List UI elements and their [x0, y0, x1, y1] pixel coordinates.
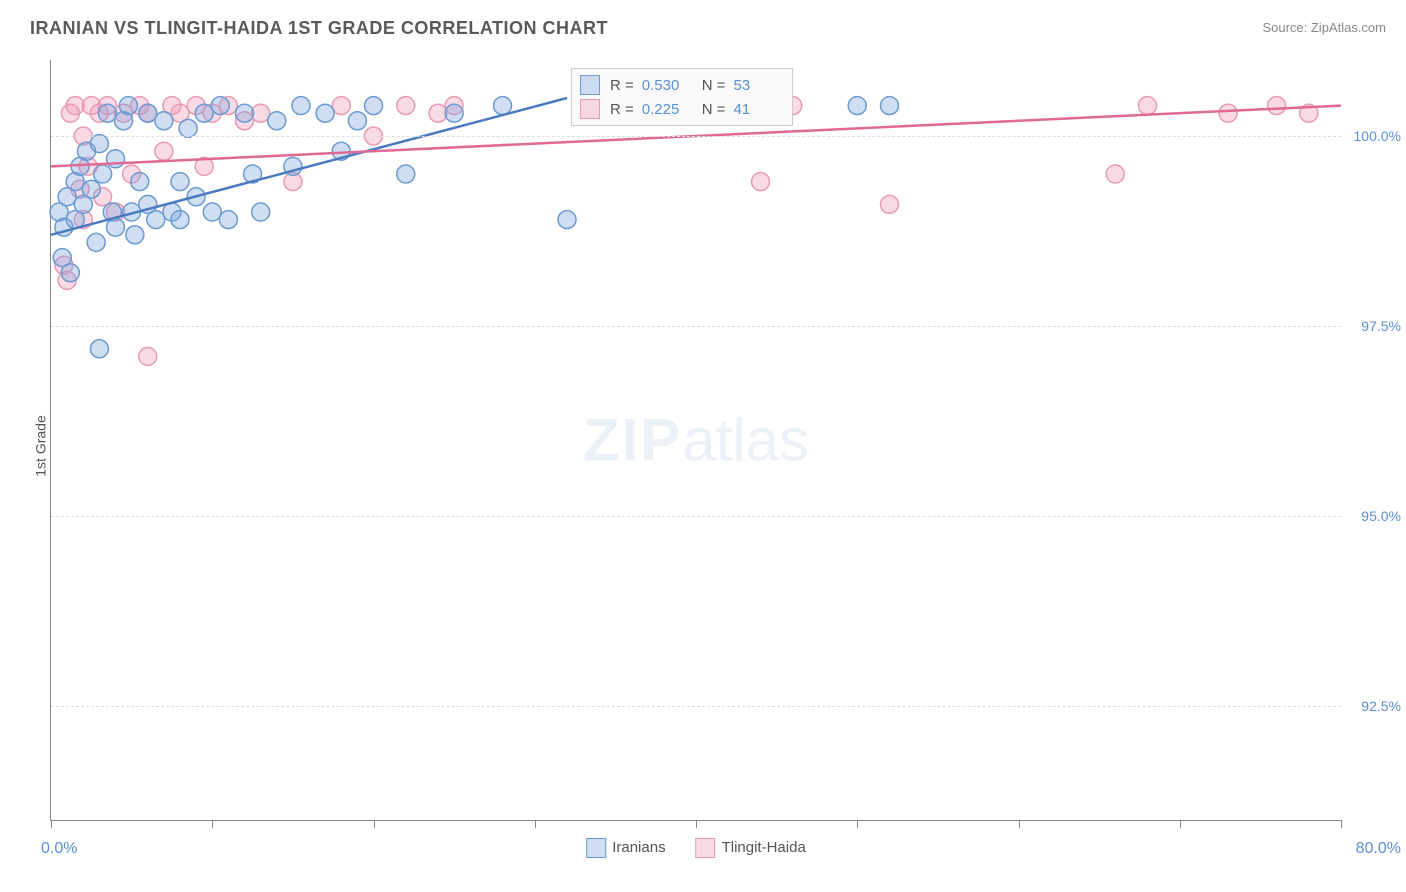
- n-value-a: 53: [734, 77, 784, 94]
- source-attribution: Source: ZipAtlas.com: [1262, 20, 1386, 35]
- legend-swatch-b: [696, 838, 716, 858]
- data-point: [98, 104, 116, 122]
- n-label-b: N =: [702, 101, 726, 118]
- x-tick: [1180, 820, 1181, 828]
- y-tick-label: 95.0%: [1361, 508, 1401, 524]
- data-point: [179, 119, 197, 137]
- r-value-b: 0.225: [642, 101, 692, 118]
- legend-label-b: Tlingit-Haida: [722, 839, 806, 856]
- gridline: [51, 326, 1341, 327]
- data-point: [87, 233, 105, 251]
- data-point: [171, 173, 189, 191]
- y-tick-label: 92.5%: [1361, 698, 1401, 714]
- x-tick: [535, 820, 536, 828]
- data-point: [1268, 97, 1286, 115]
- stats-swatch-b: [580, 99, 600, 119]
- gridline: [51, 706, 1341, 707]
- stats-row-b: R = 0.225 N = 41: [580, 97, 784, 121]
- data-point: [107, 150, 125, 168]
- stats-swatch-a: [580, 75, 600, 95]
- data-point: [236, 104, 254, 122]
- data-point: [332, 97, 350, 115]
- data-point: [139, 104, 157, 122]
- chart-title: IRANIAN VS TLINGIT-HAIDA 1ST GRADE CORRE…: [30, 18, 608, 39]
- legend-swatch-a: [586, 838, 606, 858]
- data-point: [316, 104, 334, 122]
- data-point: [94, 165, 112, 183]
- x-tick: [857, 820, 858, 828]
- r-label-a: R =: [610, 77, 634, 94]
- data-point: [107, 218, 125, 236]
- data-point: [445, 104, 463, 122]
- y-tick-label: 97.5%: [1361, 318, 1401, 334]
- legend-label-a: Iranians: [612, 839, 665, 856]
- data-point: [139, 347, 157, 365]
- data-point: [1219, 104, 1237, 122]
- correlation-stats-box: R = 0.530 N = 53 R = 0.225 N = 41: [571, 68, 793, 126]
- data-point: [494, 97, 512, 115]
- source-name: ZipAtlas.com: [1311, 20, 1386, 35]
- legend-item-b: Tlingit-Haida: [696, 838, 806, 858]
- data-point: [252, 104, 270, 122]
- data-point: [211, 97, 229, 115]
- data-point: [131, 173, 149, 191]
- data-point: [848, 97, 866, 115]
- chart-plot-area: ZIPatlas R = 0.530 N = 53 R = 0.225 N = …: [50, 60, 1341, 821]
- data-point: [252, 203, 270, 221]
- stats-row-a: R = 0.530 N = 53: [580, 73, 784, 97]
- x-tick: [51, 820, 52, 828]
- data-point: [66, 97, 84, 115]
- x-axis-max-label: 80.0%: [1356, 840, 1401, 858]
- data-point: [348, 112, 366, 130]
- x-tick: [1341, 820, 1342, 828]
- data-point: [365, 97, 383, 115]
- n-label-a: N =: [702, 77, 726, 94]
- data-point: [1139, 97, 1157, 115]
- data-point: [155, 112, 173, 130]
- data-point: [119, 97, 137, 115]
- data-point: [195, 104, 213, 122]
- data-point: [429, 104, 447, 122]
- data-point: [82, 180, 100, 198]
- data-point: [203, 203, 221, 221]
- data-point: [292, 97, 310, 115]
- y-tick-label: 100.0%: [1354, 128, 1401, 144]
- data-point: [397, 97, 415, 115]
- data-point: [155, 142, 173, 160]
- data-point: [558, 211, 576, 229]
- data-point: [752, 173, 770, 191]
- data-point: [1106, 165, 1124, 183]
- data-point: [90, 340, 108, 358]
- source-prefix: Source:: [1262, 20, 1310, 35]
- x-axis-min-label: 0.0%: [41, 840, 77, 858]
- data-point: [90, 135, 108, 153]
- data-point: [147, 211, 165, 229]
- x-tick: [212, 820, 213, 828]
- r-label-b: R =: [610, 101, 634, 118]
- y-axis-label: 1st Grade: [33, 415, 49, 476]
- gridline: [51, 516, 1341, 517]
- legend-bottom: Iranians Tlingit-Haida: [586, 838, 806, 858]
- gridline: [51, 136, 1341, 137]
- data-point: [219, 211, 237, 229]
- n-value-b: 41: [734, 101, 784, 118]
- data-point: [881, 195, 899, 213]
- data-point: [171, 211, 189, 229]
- data-point: [126, 226, 144, 244]
- x-tick: [1019, 820, 1020, 828]
- x-tick: [696, 820, 697, 828]
- legend-item-a: Iranians: [586, 838, 665, 858]
- data-point: [397, 165, 415, 183]
- data-point: [61, 264, 79, 282]
- data-point: [268, 112, 286, 130]
- x-tick: [374, 820, 375, 828]
- data-point: [881, 97, 899, 115]
- r-value-a: 0.530: [642, 77, 692, 94]
